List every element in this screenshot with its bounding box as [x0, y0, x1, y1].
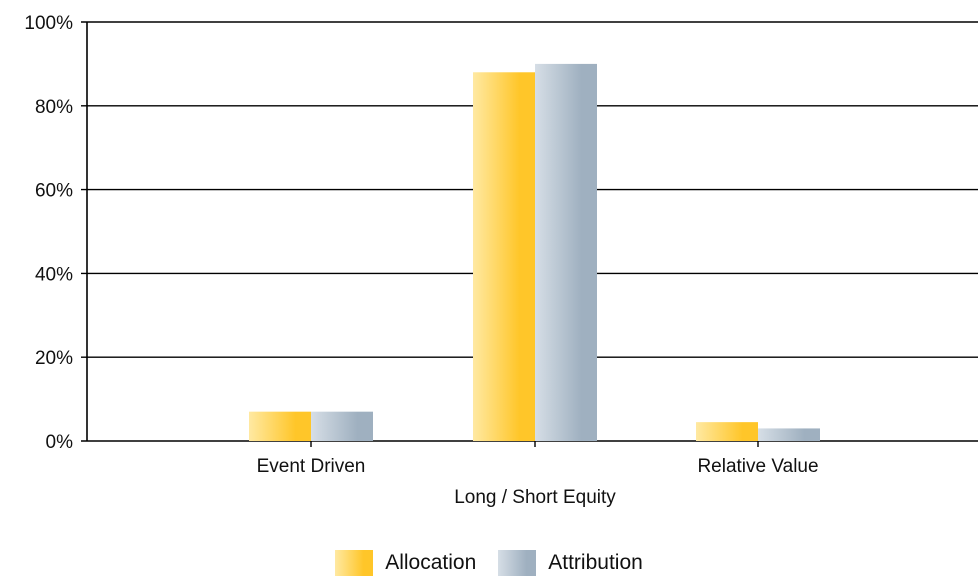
x-category-label: Long / Short Equity	[454, 487, 616, 508]
y-tick-label: 80%	[35, 97, 73, 118]
legend: Allocation Attribution	[0, 548, 978, 578]
y-tick-label: 100%	[24, 13, 73, 34]
legend-item-attribution: Attribution	[498, 550, 643, 576]
axes	[86, 22, 759, 447]
y-tick-label: 40%	[35, 264, 73, 285]
legend-swatch-attribution	[498, 550, 537, 576]
x-category-label: Event Driven	[257, 456, 366, 477]
legend-item-allocation: Allocation	[335, 550, 476, 576]
bar-allocation	[249, 411, 311, 441]
bar-chart: 0% 20% 40% 60% 80% 100% Event Driven Long / Sh…	[24, 13, 978, 508]
legend-label-attribution: Attribution	[548, 551, 643, 574]
bar-attribution	[758, 428, 820, 441]
y-axis-tick-labels: 0% 20% 40% 60% 80% 100%	[24, 13, 73, 453]
legend-swatch-allocation	[335, 550, 374, 576]
y-tick-label: 20%	[35, 348, 73, 369]
x-axis-category-labels: Event Driven Long / Short Equity Relative …	[257, 456, 819, 508]
x-category-label: Relative Value	[697, 456, 818, 477]
y-tick-label: 0%	[46, 432, 74, 453]
bar-allocation	[473, 72, 535, 441]
bar-attribution	[311, 411, 373, 441]
bar-allocation	[696, 422, 758, 441]
legend-label-allocation: Allocation	[385, 551, 477, 574]
y-tick-label: 60%	[35, 181, 73, 202]
bar-attribution	[535, 63, 597, 442]
bars	[249, 63, 820, 442]
